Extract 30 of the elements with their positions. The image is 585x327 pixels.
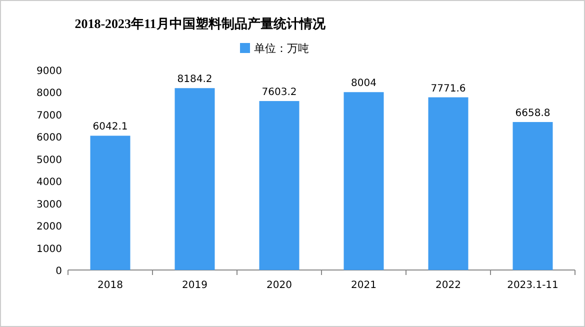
x-tick-label: 2019 [182,280,208,291]
y-tick-label: 4000 [36,177,62,188]
y-tick-label: 1000 [36,244,62,255]
data-label: 8004 [351,78,376,90]
data-label: 7771.6 [430,83,466,94]
chart-title: 2018-2023年11月中国塑料制品产量统计情况 [74,16,326,31]
y-tick-label: 0 [56,266,62,277]
bar [259,101,300,270]
x-tick-label: 2023.1-11 [507,280,558,291]
x-tick-label: 2022 [436,280,461,291]
bar [428,97,468,270]
data-label: 8184.2 [177,74,212,86]
y-tick-label: 8000 [36,88,62,100]
legend-label: 单位：万吨 [254,42,309,55]
y-tick-label: 2000 [36,222,62,233]
y-tick-label: 7000 [36,110,62,122]
y-tick-label: 9000 [36,66,62,77]
y-tick-label: 3000 [36,199,62,210]
bar [344,92,384,270]
data-label: 6042.1 [92,122,128,133]
data-label: 6658.8 [515,108,550,120]
y-tick-label: 5000 [36,154,62,166]
x-tick-label: 2020 [266,280,292,291]
data-label: 7603.2 [262,87,297,98]
x-tick-label: 2021 [351,280,376,291]
bar [174,88,215,270]
bar [512,122,553,270]
y-tick-label: 6000 [36,132,62,144]
bar [90,136,130,270]
x-tick-label: 2018 [98,280,123,291]
